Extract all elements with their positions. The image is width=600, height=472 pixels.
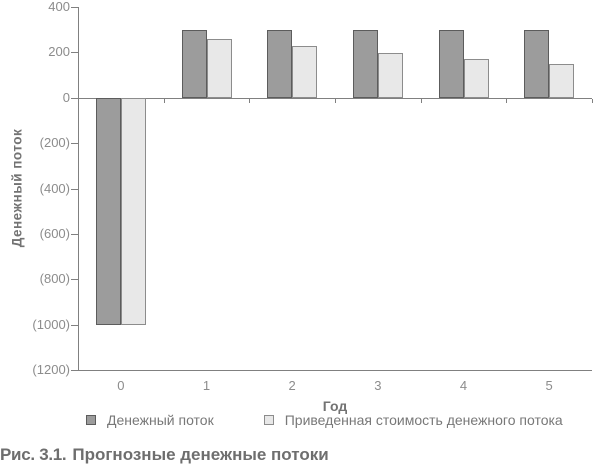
y-axis-line — [78, 7, 79, 371]
bar-present-value-year-0 — [120, 97, 146, 325]
legend-entry-cash-flow: Денежный поток — [86, 412, 214, 428]
legend-swatch-cash-flow — [86, 415, 96, 425]
legend-swatch-present-value — [263, 415, 274, 425]
y-tick-label: 0 — [62, 89, 70, 105]
category-boundary-tick — [163, 98, 165, 103]
y-tick-label: (600) — [39, 225, 70, 241]
y-tick-mark — [71, 279, 78, 281]
plot-bottom-border — [78, 370, 592, 371]
bar-present-value-year-5 — [549, 63, 575, 98]
x-tick-label-year-2: 2 — [288, 378, 296, 393]
bar-cash-flow-year-3 — [352, 29, 378, 98]
y-tick-label: 400 — [48, 0, 70, 14]
x-axis-title: Год — [322, 398, 348, 414]
y-tick-mark — [71, 52, 78, 54]
y-tick-mark — [71, 370, 78, 371]
y-tick-label: (200) — [39, 135, 70, 151]
bar-cash-flow-year-1 — [181, 29, 207, 98]
x-axis-zero-line — [78, 97, 592, 99]
bar-present-value-year-1 — [206, 38, 232, 98]
legend-label-present-value: Приведенная стоимость денежного потока — [284, 412, 563, 428]
category-boundary-tick — [420, 98, 422, 103]
category-boundary-tick — [506, 98, 508, 103]
y-tick-label: (400) — [39, 180, 70, 196]
category-boundary-tick — [335, 98, 336, 103]
x-tick-label-year-1: 1 — [202, 378, 211, 393]
bar-present-value-year-3 — [377, 53, 403, 98]
legend-label-cash-flow: Денежный поток — [107, 412, 214, 428]
y-tick-mark — [71, 7, 78, 8]
bar-cash-flow-year-2 — [267, 29, 293, 98]
y-tick-label: (1200) — [32, 362, 70, 377]
bar-present-value-year-2 — [292, 46, 318, 98]
figure-caption-text: Прогнозные денежные потоки — [72, 445, 329, 464]
figure-caption-number: Рис. 3.1. — [0, 445, 67, 464]
figure-caption: Рис. 3.1. Прогнозные денежные потоки — [0, 445, 329, 465]
bar-cash-flow-year-0 — [95, 97, 121, 325]
y-tick-label: (1000) — [32, 316, 70, 332]
legend-entry-present-value: Приведенная стоимость денежного потока — [263, 412, 563, 428]
y-tick-label: (800) — [39, 271, 70, 287]
chart-legend: Денежный поток Приведенная стоимость дене… — [86, 412, 563, 428]
y-tick-mark — [71, 233, 78, 235]
category-boundary-tick — [592, 98, 593, 103]
bar-present-value-year-4 — [463, 58, 489, 98]
bar-cash-flow-year-5 — [524, 29, 550, 98]
y-tick-label: 200 — [48, 44, 70, 60]
bar-chart: Денежный поток 400 200 0 (200) (400) (600) (80… — [10, 0, 593, 428]
y-tick-mark — [71, 143, 78, 145]
y-tick-mark — [71, 97, 78, 99]
category-boundary-tick — [249, 98, 251, 103]
x-tick-label-year-3: 3 — [374, 378, 382, 393]
x-tick-label-year-5: 5 — [545, 378, 553, 393]
x-tick-label-year-0: 0 — [117, 378, 125, 393]
bar-cash-flow-year-4 — [438, 29, 464, 98]
y-tick-mark — [71, 324, 78, 326]
x-tick-label-year-4: 4 — [459, 378, 468, 393]
y-tick-mark — [71, 188, 78, 190]
